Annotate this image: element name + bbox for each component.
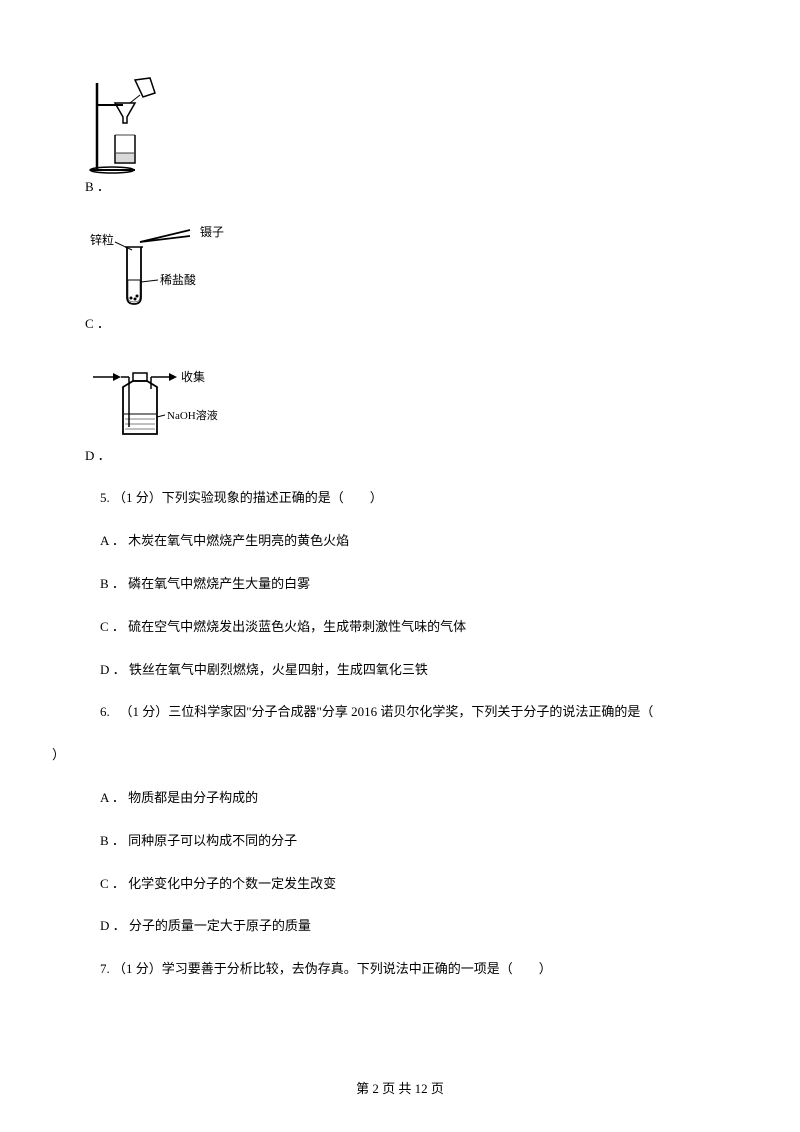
q5-stem: 5. （1 分）下列实验现象的描述正确的是（ ）: [100, 488, 730, 509]
q5-option-d: D ． 铁丝在氧气中剧烈燃烧，火星四射，生成四氧化三铁: [100, 660, 730, 681]
gas-collection-bottle-icon: 收集 NaOH溶液: [85, 359, 265, 444]
figure-c-block: 锌粒 镊子 稀盐酸 C ．: [60, 222, 730, 335]
naoh-label: NaOH溶液: [167, 408, 218, 422]
q6-stem-line1: 6. （1 分）三位科学家因"分子合成器"分享 2016 诺贝尔化学奖，下列关于…: [100, 702, 730, 723]
tweezers-label: 镊子: [200, 225, 224, 239]
page-footer: 第 2 页 共 12 页: [0, 1078, 800, 1097]
figure-b-block: B ．: [60, 75, 730, 198]
hcl-label: 稀盐酸: [160, 272, 196, 287]
q6-stem-line2: ）: [52, 745, 730, 766]
q7-stem: 7. （1 分）学习要善于分析比较，去伪存真。下列说法中正确的一项是（ ）: [100, 959, 730, 980]
q6-option-d: D ． 分子的质量一定大于原子的质量: [100, 916, 730, 937]
collect-label: 收集: [181, 369, 205, 384]
q5-option-c: C ． 硫在空气中燃烧发出淡蓝色火焰，生成带刺激性气味的气体: [100, 617, 730, 638]
zinc-label: 锌粒: [90, 232, 114, 247]
figure-d-label: D ．: [85, 446, 730, 467]
page-content: B ． 锌粒 镊子: [60, 75, 730, 980]
figure-d-block: 收集 NaOH溶液 D ．: [60, 359, 730, 467]
testtube-zinc-hcl-icon: 锌粒 镊子 稀盐酸: [85, 222, 275, 312]
q6-option-b: B ． 同种原子可以构成不同的分子: [100, 831, 730, 852]
figure-c-label: C ．: [85, 314, 730, 335]
q6-option-c: C ． 化学变化中分子的个数一定发生改变: [100, 874, 730, 895]
figure-b-label: B ．: [85, 177, 730, 198]
q6-option-a: A ． 物质都是由分子构成的: [100, 788, 730, 809]
q5-option-a: A ． 木炭在氧气中燃烧产生明亮的黄色火焰: [100, 531, 730, 552]
filtration-apparatus-icon: [85, 75, 175, 175]
q5-option-b: B ． 磷在氧气中燃烧产生大量的白雾: [100, 574, 730, 595]
